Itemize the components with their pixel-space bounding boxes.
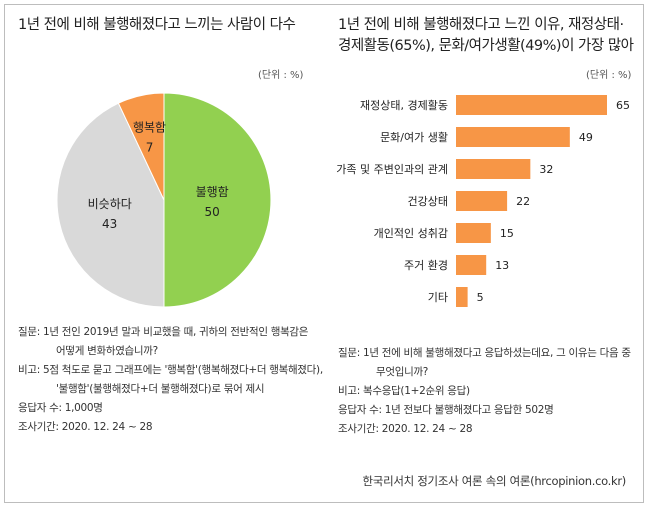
bar-value-label: 22: [516, 195, 530, 208]
left-remark: 비고: 5점 척도로 묻고 그래프에는 '행복함'(행복해졌다+더 행복해졌다)…: [18, 364, 323, 376]
pie-label-2: 행복함: [133, 119, 166, 134]
bar: [456, 223, 491, 243]
left-chart-title: 1년 전에 비해 불행해졌다고 느끼는 사람이 다수: [18, 17, 296, 33]
right-survey-period: 조사기간: 2020. 12. 24 ~ 28: [338, 423, 473, 435]
right-question-cont: 무엇입니까?: [376, 366, 429, 378]
bar-category-label: 개인적인 성취감: [374, 227, 448, 240]
bar-value-label: 5: [477, 291, 484, 304]
bar-category-label: 건강상태: [408, 195, 448, 208]
bar-value-label: 32: [539, 163, 553, 176]
pie-value-2: 7: [146, 140, 154, 154]
bar: [456, 127, 570, 147]
left-question: 질문: 1년 전인 2019년 말과 비교했을 때, 귀하의 전반적인 행복감은: [18, 326, 309, 338]
pie-value-1: 43: [102, 217, 117, 231]
right-notes: 질문: 1년 전에 비해 불행해졌다고 응답하셨는데요, 그 이유는 다음 중 …: [338, 344, 631, 439]
source-footer: 한국리서치 정기조사 여론 속의 여론(hrcopinion.co.kr): [362, 474, 627, 488]
left-respondents: 응답자 수: 1,000명: [18, 402, 103, 414]
figure-frame: [4, 4, 644, 503]
bar-category-label: 문화/여가 생활: [380, 130, 448, 144]
bar-category-label: 재정상태, 경제활동: [360, 98, 448, 112]
bar-value-label: 15: [500, 227, 514, 240]
bar: [456, 255, 487, 275]
bar-value-label: 49: [579, 131, 593, 144]
left-unit-label: (단위 : %): [258, 70, 304, 81]
right-chart-title-line1: 1년 전에 비해 불행해졌다고 느낀 이유, 재정상태·: [338, 17, 624, 33]
bar: [456, 191, 508, 211]
left-question-cont: 어떻게 변화하였습니까?: [56, 345, 158, 357]
bar-value-label: 65: [616, 99, 630, 112]
bar-category-label: 기타: [428, 291, 448, 304]
bar-chart: 재정상태, 경제활동 65 문화/여가 생활 49 가족 및 주변인과의 관계 32 건강상…: [336, 95, 630, 307]
right-remark: 비고: 복수응답(1+2순위 응답): [338, 385, 470, 397]
bar: [456, 287, 468, 307]
left-survey-period: 조사기간: 2020. 12. 24 ~ 28: [18, 421, 153, 433]
bar: [456, 159, 531, 179]
pie-value-0: 50: [205, 205, 220, 219]
right-chart-title-line2: 경제활동(65%), 문화/여가생활(49%)이 가장 많아: [338, 38, 634, 54]
pie-slice-2: [117, 92, 165, 201]
bar-category-label: 주거 환경: [404, 259, 448, 272]
bar-value-label: 13: [495, 259, 509, 272]
pie-chart: 불행함 50 비슷하다 43 행복함 7: [56, 92, 272, 308]
bar: [456, 95, 607, 115]
bar-category-label: 가족 및 주변인과의 관계: [336, 163, 448, 176]
left-notes: 질문: 1년 전인 2019년 말과 비교했을 때, 귀하의 전반적인 행복감은…: [18, 323, 323, 437]
left-remark-cont: '불행함'(불행해졌다+더 불행해졌다)로 묶어 제시: [56, 383, 265, 395]
pie-slice-0: [163, 92, 272, 308]
pie-slice-1: [56, 102, 165, 308]
right-question: 질문: 1년 전에 비해 불행해졌다고 응답하셨는데요, 그 이유는 다음 중: [338, 347, 631, 359]
pie-label-1: 비슷하다: [88, 197, 132, 211]
right-unit-label: (단위 : %): [586, 70, 632, 81]
pie-label-0: 불행함: [196, 184, 229, 199]
right-respondents: 응답자 수: 1년 전보다 불행해졌다고 응답한 502명: [338, 404, 554, 416]
